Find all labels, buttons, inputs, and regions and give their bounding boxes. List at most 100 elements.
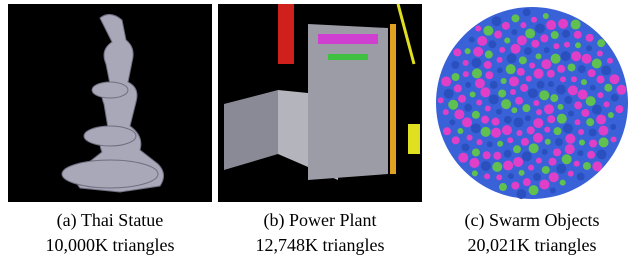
caption-title: (c) Swarm Objects — [425, 208, 639, 233]
swarm-object — [483, 151, 491, 159]
swarm-object — [506, 64, 516, 74]
swarm-object — [581, 79, 587, 85]
swarm-object — [511, 182, 519, 190]
swarm-object — [519, 170, 525, 176]
swarm-object — [611, 94, 619, 102]
swarm-object — [601, 65, 611, 75]
swarm-object — [578, 129, 584, 135]
swarm-object — [496, 109, 502, 115]
swarm-object — [553, 148, 561, 156]
swarm-object — [469, 158, 479, 168]
swarm-object — [592, 161, 602, 171]
swarm-object — [454, 84, 462, 92]
stairs — [390, 24, 396, 174]
swarm-object — [449, 119, 455, 125]
swarm-object — [596, 115, 606, 125]
swarm-object — [503, 161, 513, 171]
swarm-objects-image — [430, 4, 634, 202]
swarm-object — [544, 127, 550, 133]
swarm-object — [554, 127, 562, 135]
swarm-object — [516, 130, 522, 136]
swarm-object — [571, 51, 581, 61]
swarm-object — [462, 117, 472, 127]
swarm-object — [578, 65, 586, 73]
swarm-object — [550, 94, 558, 102]
swarm-object — [556, 85, 566, 95]
swarm-object — [504, 116, 512, 124]
swarm-object — [461, 143, 469, 151]
swarm-object — [546, 20, 556, 30]
swarm-object — [604, 101, 610, 107]
swarm-object — [589, 139, 597, 147]
swarm-object — [483, 26, 493, 36]
swarm-object — [557, 114, 567, 124]
swarm-object — [592, 59, 602, 69]
swarm-object — [556, 164, 566, 174]
swarm-object — [519, 56, 527, 64]
swarm-object — [539, 90, 549, 100]
swarm-object — [565, 134, 575, 144]
swarm-object — [597, 75, 605, 83]
swarm-object — [537, 81, 545, 89]
swarm-object — [548, 158, 556, 166]
swarm-object — [529, 63, 535, 69]
swarm-object — [562, 30, 570, 38]
swarm-object — [574, 161, 580, 167]
swarm-object — [536, 109, 542, 115]
swarm-object — [597, 39, 605, 47]
swarm-object — [463, 71, 469, 77]
swarm-object — [508, 173, 514, 179]
swarm-object — [578, 90, 588, 100]
swarm-object — [522, 104, 530, 112]
swarm-object — [533, 100, 539, 106]
swarm-object — [564, 96, 572, 104]
swarm-object — [578, 150, 584, 156]
swarm-object — [467, 135, 473, 141]
chimney — [278, 4, 294, 64]
swarm-object — [522, 151, 532, 161]
swarm-object — [551, 54, 561, 64]
swarm-object — [533, 118, 543, 128]
swarm-object — [586, 118, 594, 126]
swarm-object — [581, 109, 589, 117]
swarm-object — [536, 158, 542, 164]
swarm-object — [477, 36, 487, 46]
swarm-object — [504, 37, 510, 43]
caption: (a) Thai Statue 10,000K triangles — [3, 208, 217, 258]
swarm-object — [511, 107, 517, 113]
swarm-object — [562, 154, 572, 164]
swarm-object — [452, 136, 460, 144]
caption-detail: 20,021K triangles — [425, 233, 639, 258]
swarm-object — [557, 65, 565, 73]
pipes — [328, 54, 368, 60]
swarm-object — [542, 166, 550, 174]
swarm-object — [507, 53, 517, 63]
swarm-object — [507, 137, 513, 143]
swarm-object — [571, 76, 577, 82]
swarm-object — [550, 188, 556, 194]
swarm-object — [521, 138, 529, 146]
swarm-object — [549, 172, 559, 182]
swarm-object — [543, 13, 549, 19]
swarm-object — [472, 148, 480, 156]
pipes — [318, 34, 378, 44]
swarm-object — [472, 111, 480, 119]
swarm-object — [534, 69, 544, 79]
swarm-object — [520, 84, 528, 92]
swarm-object — [574, 31, 582, 39]
swarm-object — [489, 94, 499, 104]
swarm-object — [529, 185, 539, 195]
swarm-object — [528, 88, 538, 98]
swarm-object — [490, 81, 498, 89]
swarm-object — [533, 133, 543, 143]
swarm-object — [509, 76, 519, 86]
caption-title: (a) Thai Statue — [3, 208, 217, 233]
swarm-object — [548, 81, 554, 87]
swarm-object — [560, 180, 566, 186]
swarm-object — [586, 34, 594, 42]
swarm-object — [498, 89, 506, 97]
swarm-object — [511, 29, 517, 35]
swarm-object — [502, 22, 510, 30]
swarm-object — [501, 78, 507, 84]
swarm-object — [516, 189, 526, 199]
